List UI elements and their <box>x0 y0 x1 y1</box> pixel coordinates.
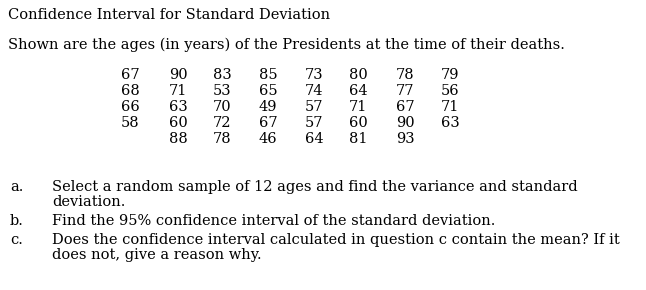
Text: 88: 88 <box>169 132 187 146</box>
Text: 73: 73 <box>305 68 323 82</box>
Text: 65: 65 <box>258 84 277 98</box>
Text: 79: 79 <box>441 68 459 82</box>
Text: 77: 77 <box>396 84 414 98</box>
Text: c.: c. <box>10 233 23 247</box>
Text: 46: 46 <box>258 132 277 146</box>
Text: 68: 68 <box>121 84 140 98</box>
Text: 81: 81 <box>349 132 367 146</box>
Text: 78: 78 <box>396 68 414 82</box>
Text: 71: 71 <box>441 100 459 114</box>
Text: 72: 72 <box>213 116 231 130</box>
Text: deviation.: deviation. <box>52 195 125 209</box>
Text: b.: b. <box>10 214 24 228</box>
Text: Shown are the ages (in years) of the Presidents at the time of their deaths.: Shown are the ages (in years) of the Pre… <box>8 38 565 52</box>
Text: 80: 80 <box>349 68 368 82</box>
Text: 67: 67 <box>396 100 414 114</box>
Text: 74: 74 <box>305 84 323 98</box>
Text: 64: 64 <box>305 132 323 146</box>
Text: 60: 60 <box>169 116 187 130</box>
Text: 64: 64 <box>349 84 368 98</box>
Text: 57: 57 <box>305 100 323 114</box>
Text: 60: 60 <box>349 116 368 130</box>
Text: 71: 71 <box>349 100 367 114</box>
Text: 67: 67 <box>121 68 140 82</box>
Text: a.: a. <box>10 180 23 194</box>
Text: 57: 57 <box>305 116 323 130</box>
Text: 67: 67 <box>258 116 277 130</box>
Text: 93: 93 <box>396 132 414 146</box>
Text: 90: 90 <box>396 116 414 130</box>
Text: 83: 83 <box>213 68 231 82</box>
Text: Select a random sample of 12 ages and find the variance and standard: Select a random sample of 12 ages and fi… <box>52 180 578 194</box>
Text: 71: 71 <box>169 84 187 98</box>
Text: 63: 63 <box>441 116 459 130</box>
Text: 53: 53 <box>213 84 231 98</box>
Text: 78: 78 <box>213 132 231 146</box>
Text: 90: 90 <box>169 68 187 82</box>
Text: 56: 56 <box>441 84 459 98</box>
Text: does not, give a reason why.: does not, give a reason why. <box>52 248 262 262</box>
Text: 70: 70 <box>213 100 231 114</box>
Text: Confidence Interval for Standard Deviation: Confidence Interval for Standard Deviati… <box>8 8 330 22</box>
Text: Does the confidence interval calculated in question c contain the mean? If it: Does the confidence interval calculated … <box>52 233 620 247</box>
Text: 66: 66 <box>121 100 140 114</box>
Text: 63: 63 <box>169 100 187 114</box>
Text: 49: 49 <box>259 100 277 114</box>
Text: 85: 85 <box>258 68 277 82</box>
Text: 58: 58 <box>121 116 140 130</box>
Text: Find the 95% confidence interval of the standard deviation.: Find the 95% confidence interval of the … <box>52 214 495 228</box>
